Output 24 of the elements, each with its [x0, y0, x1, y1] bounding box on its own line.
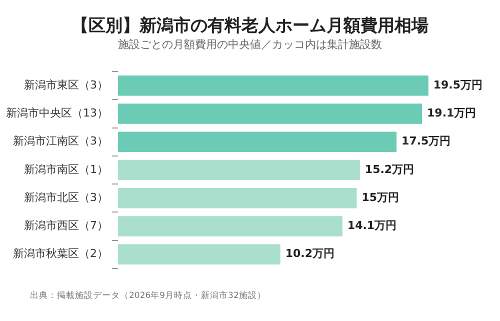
data-label: 10.2万円 [285, 247, 334, 260]
data-label: 19.1万円 [427, 106, 476, 120]
y-tick-label: 新潟市秋葉区（2） [13, 247, 108, 260]
chart-subtitle: 施設ごとの月額費用の中央値／カッコ内は集計施設数 [117, 37, 383, 52]
bar [118, 104, 422, 124]
y-tick-label: 新潟市北区（3） [24, 190, 108, 204]
bar [118, 244, 280, 264]
y-tick-label: 新潟市江南区（3） [13, 134, 108, 148]
data-label: 19.5万円 [433, 78, 483, 92]
y-tick-label: 新潟市中央区（13） [6, 106, 108, 120]
bar [118, 188, 357, 208]
y-tick-label: 新潟市南区（1） [24, 162, 108, 176]
bar [118, 132, 397, 152]
bar [118, 160, 360, 180]
data-label: 14.1万円 [347, 219, 397, 232]
data-label: 15.2万円 [364, 162, 414, 176]
bar [118, 76, 428, 96]
data-label: 17.5万円 [402, 134, 451, 148]
chart-title: 【区別】新潟市の有料老人ホーム月額費用相場 [70, 15, 430, 37]
source-note: 出典：掲載施設データ（2026年9月時点・新潟市32施設） [30, 290, 266, 302]
y-tick-label: 新潟市東区（3） [24, 78, 108, 92]
y-tick-label: 新潟市西区（7） [24, 219, 108, 232]
data-label: 15万円 [362, 190, 400, 204]
bar [118, 216, 342, 236]
